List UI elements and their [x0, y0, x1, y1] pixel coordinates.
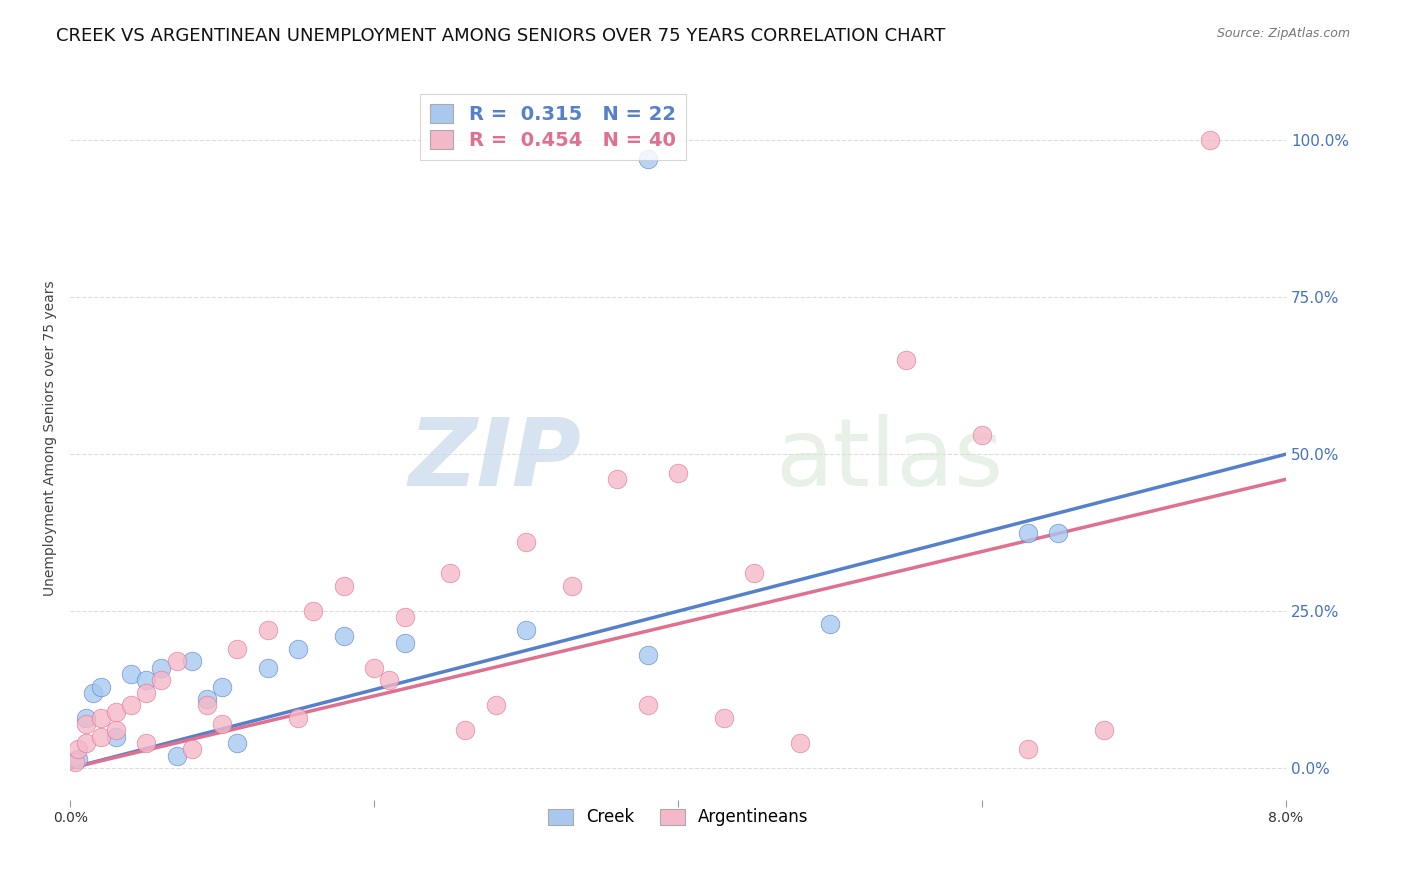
Point — [135, 673, 157, 688]
Point — [104, 730, 127, 744]
Point — [515, 535, 537, 549]
Point — [226, 641, 249, 656]
Point — [180, 654, 202, 668]
Point — [742, 566, 765, 581]
Point — [302, 604, 325, 618]
Point — [1199, 133, 1222, 147]
Point — [363, 661, 385, 675]
Text: Source: ZipAtlas.com: Source: ZipAtlas.com — [1216, 27, 1350, 40]
Point — [135, 736, 157, 750]
Point — [66, 752, 89, 766]
Point — [195, 692, 218, 706]
Point — [439, 566, 461, 581]
Point — [606, 472, 628, 486]
Point — [166, 654, 188, 668]
Point — [135, 686, 157, 700]
Point — [287, 641, 309, 656]
Point — [166, 748, 188, 763]
Point — [90, 711, 112, 725]
Text: atlas: atlas — [775, 414, 1004, 506]
Point — [970, 428, 993, 442]
Point — [454, 723, 477, 738]
Point — [1047, 525, 1070, 540]
Point — [394, 635, 416, 649]
Point — [90, 680, 112, 694]
Point — [713, 711, 735, 725]
Point — [226, 736, 249, 750]
Point — [75, 717, 97, 731]
Point — [75, 711, 97, 725]
Point — [515, 623, 537, 637]
Point — [637, 698, 659, 713]
Point — [66, 742, 89, 756]
Point — [394, 610, 416, 624]
Point — [287, 711, 309, 725]
Point — [1017, 742, 1039, 756]
Point — [195, 698, 218, 713]
Y-axis label: Unemployment Among Seniors over 75 years: Unemployment Among Seniors over 75 years — [44, 281, 58, 596]
Text: CREEK VS ARGENTINEAN UNEMPLOYMENT AMONG SENIORS OVER 75 YEARS CORRELATION CHART: CREEK VS ARGENTINEAN UNEMPLOYMENT AMONG … — [56, 27, 946, 45]
Point — [82, 686, 104, 700]
Point — [637, 152, 659, 166]
Point — [120, 698, 142, 713]
Point — [561, 579, 583, 593]
Text: ZIP: ZIP — [408, 414, 581, 506]
Point — [333, 579, 356, 593]
Point — [818, 616, 841, 631]
Point — [90, 730, 112, 744]
Point — [257, 661, 280, 675]
Point — [211, 717, 233, 731]
Point — [485, 698, 508, 713]
Point — [180, 742, 202, 756]
Point — [789, 736, 811, 750]
Point — [75, 736, 97, 750]
Point — [104, 705, 127, 719]
Point — [150, 661, 173, 675]
Legend: Creek, Argentineans: Creek, Argentineans — [540, 800, 817, 835]
Point — [257, 623, 280, 637]
Point — [378, 673, 401, 688]
Point — [333, 629, 356, 643]
Point — [666, 466, 689, 480]
Point — [104, 723, 127, 738]
Point — [1092, 723, 1115, 738]
Point — [1017, 525, 1039, 540]
Point — [894, 353, 917, 368]
Point — [637, 648, 659, 662]
Point — [63, 755, 86, 769]
Point — [211, 680, 233, 694]
Point — [120, 667, 142, 681]
Point — [150, 673, 173, 688]
